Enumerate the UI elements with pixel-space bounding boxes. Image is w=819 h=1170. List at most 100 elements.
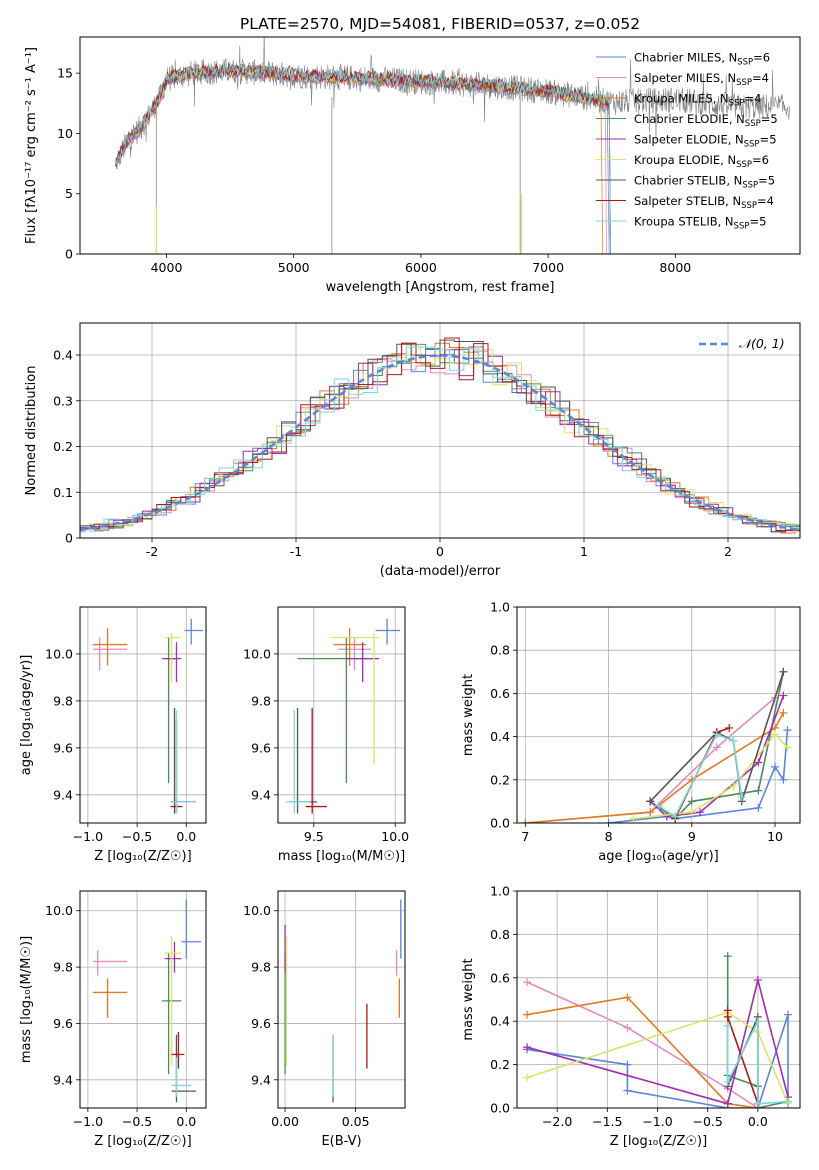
weight-marker-C-M (779, 775, 788, 784)
y-tick-label: 10.0 (45, 903, 73, 918)
x-axis-label: Z [log₁₀(Z/Z☉)] (610, 1134, 707, 1149)
x-tick-label: −1.0 (73, 1114, 103, 1129)
weight-marker-K-S (723, 1021, 732, 1030)
legend-entry: Chabrier ELODIE, NSSP=5 (634, 112, 778, 129)
x-axis-label: (data-model)/error (380, 564, 501, 579)
weight-marker-S-S (725, 723, 734, 732)
residual-histogram-S-E (80, 342, 800, 532)
z-mass-frame (79, 890, 207, 1109)
y-tick-label: 0.0 (490, 1101, 510, 1116)
y-tick-label: 0.4 (490, 729, 510, 744)
weight-marker-K-M (623, 993, 632, 1002)
model-fit-C-S (115, 63, 611, 254)
y-tick-label: 9.8 (53, 693, 73, 708)
x-tick-label: 0.05 (342, 1114, 370, 1129)
weight-marker-K-S (723, 1077, 732, 1086)
weight-marker-K-M (523, 1010, 532, 1019)
x-tick-label: 0.0 (176, 829, 196, 844)
x-tick-label: 8000 (659, 260, 691, 275)
weight-marker-S-M (623, 1023, 632, 1032)
weight-marker-K-E (783, 743, 792, 752)
weight-line-K-E (526, 1011, 789, 1105)
x-tick-label: −0.5 (122, 829, 152, 844)
x-tick-label: 10.0 (381, 829, 409, 844)
figure-title: PLATE=2570, MJD=54081, FIBERID=0537, z=0… (240, 15, 640, 33)
weight-marker-K-M (521, 819, 530, 823)
x-tick-label: 5000 (278, 260, 310, 275)
y-tick-label: 9.8 (53, 960, 73, 975)
z-weight-axes: −2.0 −1.5 −1.0 −0.5 0.0 0.0 0.2 0.4 0.6 0.8 1.0 Z [… (461, 884, 800, 1149)
x-tick-label: 8 (605, 829, 613, 844)
weight-marker-S-E (696, 808, 705, 817)
x-axis-label: age [log₁₀(age/yr)] (598, 849, 719, 864)
y-tick-label: 9.6 (53, 740, 73, 755)
x-tick-label: −1.5 (592, 1114, 622, 1129)
z-age-axes: −1.0 −0.5 0.0 9.4 9.6 9.8 10.0 Z [log₁₀(Z/Z☉)] a… (19, 607, 206, 864)
weight-marker-K-E (771, 730, 780, 739)
legend-entry: Kroupa ELODIE, NSSP=6 (634, 153, 769, 170)
y-tick-label: 9.4 (53, 787, 73, 802)
y-tick-label: 0.2 (490, 1057, 510, 1072)
z-mass-plot-area (92, 899, 202, 1103)
y-tick-label: 9.4 (251, 1072, 271, 1087)
weight-marker-K-S (753, 1099, 762, 1108)
x-axis-label: wavelength [Angstrom, rest frame] (326, 280, 555, 295)
x-tick-label: 0.0 (748, 1114, 768, 1129)
legend-entry: Kroupa MILES, NSSP=4 (634, 92, 761, 109)
y-tick-label: 9.4 (53, 1072, 73, 1087)
weight-marker-K-S (729, 736, 738, 745)
age-weight-axes: 7 8 9 10 0.0 0.2 0.4 0.6 0.8 1.0 age [log₁₀(age/yr… (461, 600, 800, 864)
mass-age-plot-area (286, 618, 401, 814)
x-tick-label: 0.0 (176, 1114, 196, 1129)
z-age-frame (79, 606, 207, 824)
weight-marker-K-E (523, 1073, 532, 1082)
histogram-axes: -2 -1 0 1 2 0 0.1 0.2 0.3 0.4 (data-model)/error No… (24, 323, 800, 579)
x-axis-label: mass [log₁₀(M/M☉)] (278, 849, 405, 864)
y-tick-label: 0.4 (490, 1014, 510, 1029)
mass-age-axes: 9.5 10.0 9.4 9.6 9.8 10.0 mass [log₁₀(M/M☉)] (243, 607, 409, 864)
y-tick-label: 9.6 (251, 740, 271, 755)
weight-marker-C-S (779, 667, 788, 676)
age-weight-frame (516, 606, 801, 824)
weight-marker-C-E (723, 952, 732, 961)
legend-entry: Salpeter MILES, NSSP=4 (634, 71, 769, 88)
y-tick-label: 0.4 (53, 348, 73, 363)
model-fit-C-M (115, 66, 610, 254)
model-fit-S-S (115, 62, 611, 254)
x-tick-label: 6000 (405, 260, 437, 275)
z-mass-axes: −1.0 −0.5 0.0 9.4 9.6 9.8 10.0 Z [log₁₀(Z/Z☉)] m… (19, 891, 206, 1149)
weight-marker-C-E (687, 797, 696, 806)
x-tick-label: 7000 (532, 260, 564, 275)
weight-marker-C-M (783, 1010, 792, 1019)
y-tick-label: 0.8 (490, 643, 510, 658)
y-tick-label: 5 (65, 186, 73, 201)
x-tick-label: −0.5 (692, 1114, 722, 1129)
weight-marker-K-S (753, 1017, 762, 1026)
y-tick-label: 1.0 (490, 884, 510, 899)
legend-entry: Salpeter ELODIE, NSSP=5 (634, 133, 777, 150)
y-tick-label: 0.2 (53, 439, 73, 454)
weight-marker-S-E (779, 691, 788, 700)
x-tick-label: 1 (580, 544, 588, 559)
weight-marker-S-M (712, 743, 721, 752)
x-tick-label: −1.0 (73, 829, 103, 844)
y-tick-label: 0.6 (490, 970, 510, 985)
weight-marker-S-E (523, 1043, 532, 1052)
y-tick-label: 10.0 (45, 646, 73, 661)
y-tick-label: 9.8 (251, 693, 271, 708)
weight-marker-C-M (623, 1086, 632, 1095)
x-tick-label: -2 (146, 544, 158, 559)
y-tick-label: 0.1 (53, 485, 73, 500)
y-tick-label: 1.0 (490, 600, 510, 615)
residual-histogram-S-S (80, 337, 800, 531)
y-tick-label: 9.8 (251, 960, 271, 975)
x-axis-label: Z [log₁₀(Z/Z☉)] (94, 1134, 191, 1149)
weight-marker-S-M (523, 978, 532, 987)
x-axis-label: E(B-V) (321, 1134, 361, 1149)
legend-entry: Chabrier MILES, NSSP=6 (634, 51, 770, 68)
weight-line-S-E (649, 695, 785, 818)
weight-marker-K-S (712, 730, 721, 739)
legend-entry: 𝒩(0, 1) (739, 336, 785, 351)
x-tick-label: 4000 (151, 260, 183, 275)
